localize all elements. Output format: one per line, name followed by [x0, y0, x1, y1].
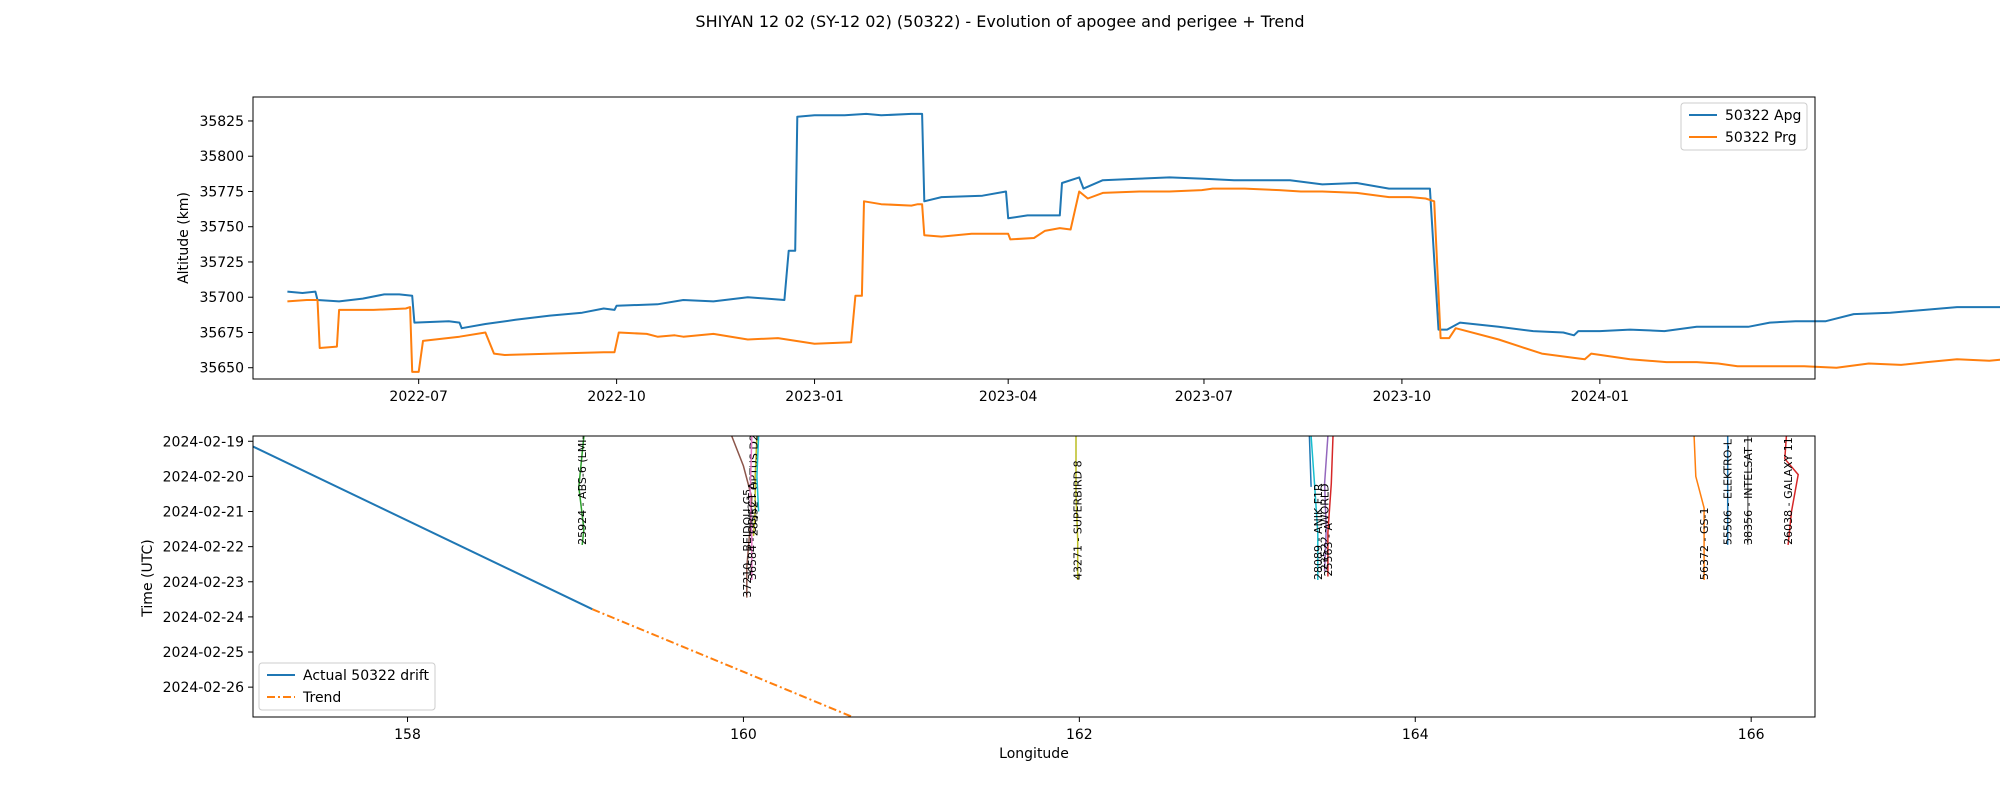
y-tick-label: 2024-02-20 — [163, 469, 244, 485]
x-tick-label: 160 — [730, 727, 757, 743]
x-tick-label: 2023-04 — [979, 389, 1038, 405]
neighbor-track — [578, 436, 585, 545]
neighbor-track — [756, 436, 760, 512]
plot-frame — [252, 96, 1816, 380]
x-tick-label: 2022-10 — [587, 389, 646, 405]
y-tick-label: 35700 — [199, 290, 244, 306]
x-tick-label: 2022-07 — [389, 389, 448, 405]
y-tick-label: 35725 — [199, 255, 244, 271]
x-tick-label: 2023-07 — [1175, 389, 1234, 405]
y-tick-label: 2024-02-21 — [163, 505, 244, 521]
y-tick-label: 2024-02-25 — [163, 645, 244, 661]
neighbor-track — [752, 436, 758, 537]
neighbor-track — [1327, 436, 1334, 577]
trend-line — [591, 608, 853, 717]
y-tick-label: 35800 — [199, 149, 244, 165]
y-tick-label: 35675 — [199, 325, 244, 341]
neighbor-track — [1323, 436, 1329, 572]
legend: 50322 Apg 50322 Prg — [1680, 102, 1808, 151]
neighbor-track — [1784, 436, 1800, 545]
neighbor-label: 28089 - ANIK F1R — [1312, 483, 1325, 580]
neighbor-label: 26038 - GALAXY 11 — [1782, 437, 1795, 545]
y-axis-label: Time (UTC) — [140, 539, 156, 617]
x-tick-label: 2023-10 — [1373, 389, 1432, 405]
neighbor-label: 56372 - GS-1 — [1698, 508, 1711, 580]
drift-line — [253, 445, 593, 611]
neighbor-label: 55506 - ELEKTRO-L 4 — [1722, 429, 1735, 545]
series-line-apogee — [287, 112, 2000, 337]
y-tick-label: 35775 — [199, 184, 244, 200]
series-line-perigee — [287, 187, 2000, 373]
y-axis-label: Altitude (km) — [176, 192, 192, 284]
neighbor-track — [1308, 436, 1312, 487]
y-tick-label: 2024-02-22 — [163, 540, 244, 556]
y-tick-label: 35750 — [199, 220, 244, 236]
x-tick-label: 166 — [1738, 727, 1765, 743]
longitude-drift-plot: 25924 - ABS-6 (LMI-1) 37210 - BEIDOU-G528… — [140, 424, 1816, 762]
legend-box — [258, 662, 436, 711]
y-tick-label: 2024-02-23 — [163, 575, 244, 591]
legend: Actual 50322 drift Trend — [258, 662, 436, 711]
apogee-perigee-plot: 2022-07 2022-10 2023-01 2023-04 2023-07 2023-… — [176, 96, 2000, 405]
y-tick-label: 2024-02-19 — [163, 434, 244, 450]
x-tick-label: 2024-01 — [1571, 389, 1630, 405]
plot-frame — [252, 435, 1816, 718]
y-tick-label: 2024-02-26 — [163, 680, 244, 696]
legend-label-apg: 50322 Apg — [1725, 108, 1801, 124]
legend-label-drift: Actual 50322 drift — [303, 668, 430, 684]
x-axis-label: Longitude — [999, 746, 1069, 762]
neighbor-label: 25563 - A — [1322, 523, 1335, 577]
neighbor-track — [1075, 436, 1079, 580]
neighbor-track — [1693, 436, 1705, 580]
neighbor-track — [749, 436, 753, 580]
neighbor-track — [1310, 436, 1319, 580]
legend-label-prg: 50322 Prg — [1725, 130, 1797, 146]
neighbor-label: 36584 - OBJECT A — [746, 482, 759, 580]
y-tick-label: 2024-02-24 — [163, 610, 244, 626]
neighbor-label: 25924 - ABS-6 (LMI-1) — [576, 424, 589, 545]
neighbor-label: 38356 - INTELSAT 19 — [1742, 430, 1755, 545]
y-tick-label: 35650 — [199, 361, 244, 377]
legend-label-trend: Trend — [302, 690, 341, 706]
y-tick-label: 35825 — [199, 114, 244, 130]
x-tick-label: 164 — [1402, 727, 1429, 743]
x-tick-label: 2023-01 — [785, 389, 844, 405]
x-tick-label: 162 — [1066, 727, 1093, 743]
neighbor-label: 43271 - SUPERBIRD 8 — [1072, 460, 1085, 580]
chart-title: SHIYAN 12 02 (SY-12 02) (50322) - Evolut… — [695, 12, 1304, 31]
x-tick-label: 158 — [394, 727, 421, 743]
